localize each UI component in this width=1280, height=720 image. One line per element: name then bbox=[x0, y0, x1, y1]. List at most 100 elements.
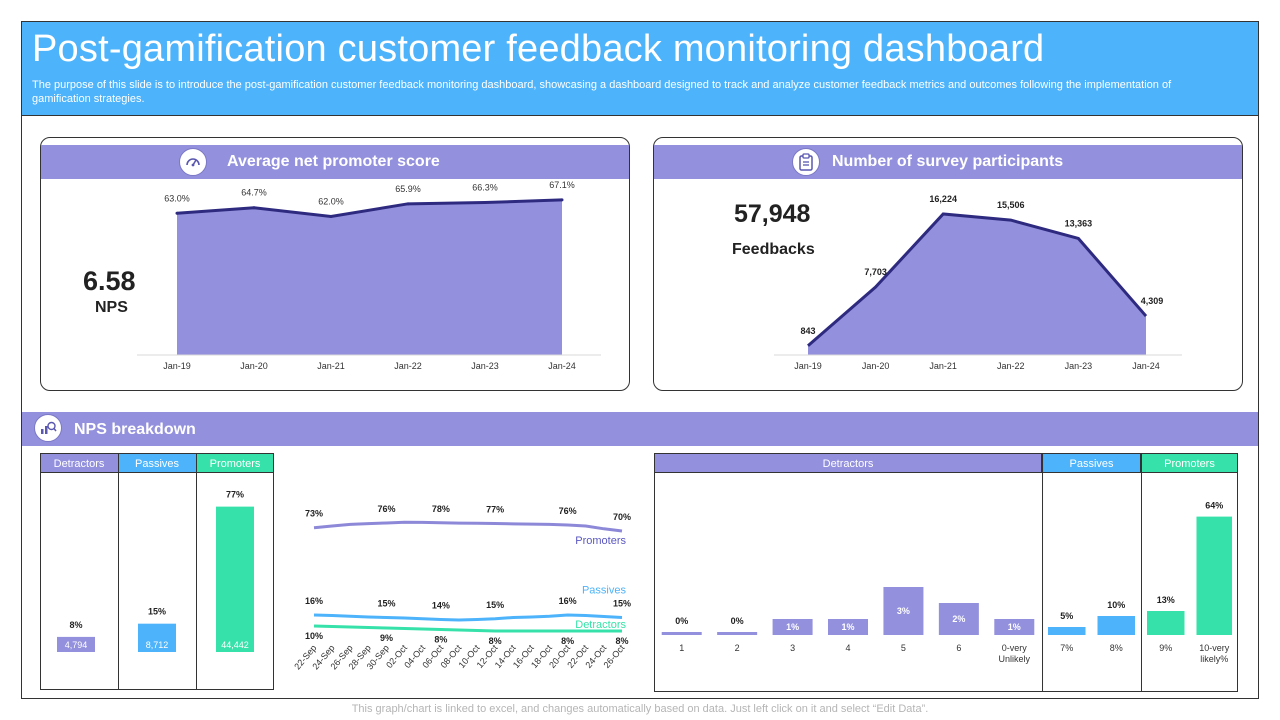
survey-data-label: 15,506 bbox=[997, 200, 1025, 210]
nps-split-count-label: 44,442 bbox=[221, 640, 249, 650]
survey-card-header: Number of survey participants bbox=[654, 145, 1242, 179]
score-data-label: 1% bbox=[1008, 622, 1021, 632]
score-tick-label: 9% bbox=[1159, 643, 1172, 653]
score-tick-label: 8% bbox=[1110, 643, 1123, 653]
survey-tick-label: Jan-21 bbox=[929, 361, 957, 371]
gauge-icon bbox=[179, 148, 207, 176]
nps-data-label: 66.3% bbox=[472, 183, 498, 193]
survey-tick-label: Jan-24 bbox=[1132, 361, 1160, 371]
survey-tick-label: Jan-19 bbox=[794, 361, 822, 371]
score-tick-label: 6 bbox=[956, 643, 961, 653]
nps-trend-chart: 73% 76% 78% 77% 76% 70% Promoters 16% 15% 14% 15% 1… bbox=[292, 504, 631, 672]
nps-data-label: 64.7% bbox=[241, 188, 267, 198]
nps-data-label: 67.1% bbox=[549, 180, 575, 190]
score-tick-label: 10-very likely% bbox=[1199, 643, 1230, 664]
avg-nps-chart: 63.0% Jan-19 64.7% Jan-20 62.0% Jan-21 65.9% Ja… bbox=[137, 180, 601, 371]
trend-data-label: 16% bbox=[559, 596, 577, 606]
trend-data-label: 70% bbox=[613, 512, 631, 522]
score-bar bbox=[994, 619, 1035, 635]
nps-tick-label: Jan-24 bbox=[548, 361, 576, 371]
header-banner: Post-gamification customer feedback moni… bbox=[22, 22, 1258, 116]
nps-split-pct-label: 15% bbox=[148, 607, 166, 617]
trend-data-label: 9% bbox=[380, 633, 393, 643]
score-tick-label: 5 bbox=[901, 643, 906, 653]
nps-split-count-label: 8,712 bbox=[146, 640, 169, 650]
nps-value: 6.58 bbox=[83, 266, 136, 296]
score-tick-label: 1 bbox=[679, 643, 684, 653]
nps-card-header: Average net promoter score bbox=[41, 145, 629, 179]
nps-split-bar bbox=[138, 623, 176, 652]
nps-tick-label: Jan-22 bbox=[394, 361, 422, 371]
survey-area bbox=[808, 213, 1146, 355]
nps-point bbox=[406, 202, 410, 206]
trend-series-label: Promoters bbox=[575, 535, 626, 547]
survey-line bbox=[807, 212, 1148, 347]
nps-split-bar bbox=[216, 506, 254, 652]
trend-line-detractors bbox=[313, 624, 622, 633]
trend-data-label: 10% bbox=[305, 631, 323, 641]
score-data-label: 10% bbox=[1107, 600, 1125, 610]
nps-tick-label: Jan-21 bbox=[317, 361, 345, 371]
nps-area bbox=[177, 199, 562, 355]
survey-card-title: Number of survey participants bbox=[832, 153, 1064, 170]
trend-data-label: 73% bbox=[305, 509, 323, 519]
dashboard-frame bbox=[21, 21, 1259, 699]
nps-point bbox=[329, 215, 333, 218]
score-group-header-label: Detractors bbox=[823, 458, 874, 470]
score-data-label: 1% bbox=[841, 622, 854, 632]
trend-data-label: 77% bbox=[486, 505, 504, 515]
score-group-header-label: Passives bbox=[1069, 458, 1114, 470]
nps-line bbox=[176, 198, 563, 219]
nps-data-label: 62.0% bbox=[318, 197, 344, 207]
clipboard-icon bbox=[792, 148, 820, 176]
survey-data-label: 16,224 bbox=[929, 194, 957, 204]
nps-point bbox=[175, 211, 179, 215]
score-data-label: 0% bbox=[731, 616, 744, 626]
nps-tick-label: Jan-20 bbox=[240, 361, 268, 371]
page-subtitle: The purpose of this slide is to introduc… bbox=[32, 79, 1172, 105]
score-data-label: 3% bbox=[897, 606, 910, 616]
score-bar bbox=[661, 632, 702, 635]
score-bar bbox=[772, 619, 813, 635]
nps-point bbox=[252, 206, 256, 210]
score-group-header-label: Promoters bbox=[1164, 458, 1215, 470]
nps-tick-label: Jan-23 bbox=[471, 361, 499, 371]
trend-data-label: 15% bbox=[377, 599, 395, 609]
trend-data-label: 78% bbox=[432, 504, 450, 514]
nps-point bbox=[483, 201, 487, 205]
nps-split-header-label: Promoters bbox=[210, 458, 261, 470]
score-distribution-chart: Detractors Passives Promoters0%10%21%31%43… bbox=[654, 453, 1238, 692]
page-title: Post-gamification customer feedback moni… bbox=[32, 28, 1045, 70]
survey-data-label: 4,309 bbox=[1141, 296, 1164, 306]
trend-data-label: 8% bbox=[434, 635, 447, 645]
nps-tick-label: Jan-19 bbox=[163, 361, 191, 371]
survey-tick-label: Jan-23 bbox=[1065, 361, 1093, 371]
score-data-label: 13% bbox=[1157, 595, 1175, 605]
nps-split-pct-label: 77% bbox=[226, 490, 244, 500]
score-data-label: 1% bbox=[786, 622, 799, 632]
survey-data-label: 7,703 bbox=[864, 267, 887, 277]
footer-note: This graph/chart is linked to excel, and… bbox=[351, 703, 929, 715]
trend-line-passives bbox=[313, 613, 623, 622]
nps-breakdown-title: NPS breakdown bbox=[74, 421, 196, 438]
nps-split-pct-label: 8% bbox=[69, 620, 82, 630]
trend-data-label: 76% bbox=[377, 504, 395, 514]
score-bar bbox=[938, 603, 979, 635]
score-bar bbox=[1097, 616, 1135, 635]
trend-tick-label: 26-Oct bbox=[602, 642, 627, 670]
survey-card: Number of survey participants 57,948 Fee… bbox=[653, 137, 1243, 391]
trend-data-label: 8% bbox=[615, 636, 628, 646]
nps-point bbox=[560, 198, 564, 202]
score-tick-label: 3 bbox=[790, 643, 795, 653]
nps-split-count-label: 4,794 bbox=[65, 640, 88, 650]
score-bar bbox=[717, 632, 758, 635]
nps-split-header-label: Detractors bbox=[54, 458, 105, 470]
score-tick-label: 4 bbox=[845, 643, 850, 653]
score-bar bbox=[828, 619, 869, 635]
nps-card: Average net promoter score 6.58 NPS 63.0… bbox=[40, 137, 630, 391]
score-bar bbox=[1196, 516, 1232, 635]
nps-value-label: NPS bbox=[95, 299, 128, 316]
trend-series-label: Detractors bbox=[575, 619, 626, 631]
nps-data-label: 63.0% bbox=[164, 193, 190, 203]
trend-data-label: 76% bbox=[559, 506, 577, 516]
